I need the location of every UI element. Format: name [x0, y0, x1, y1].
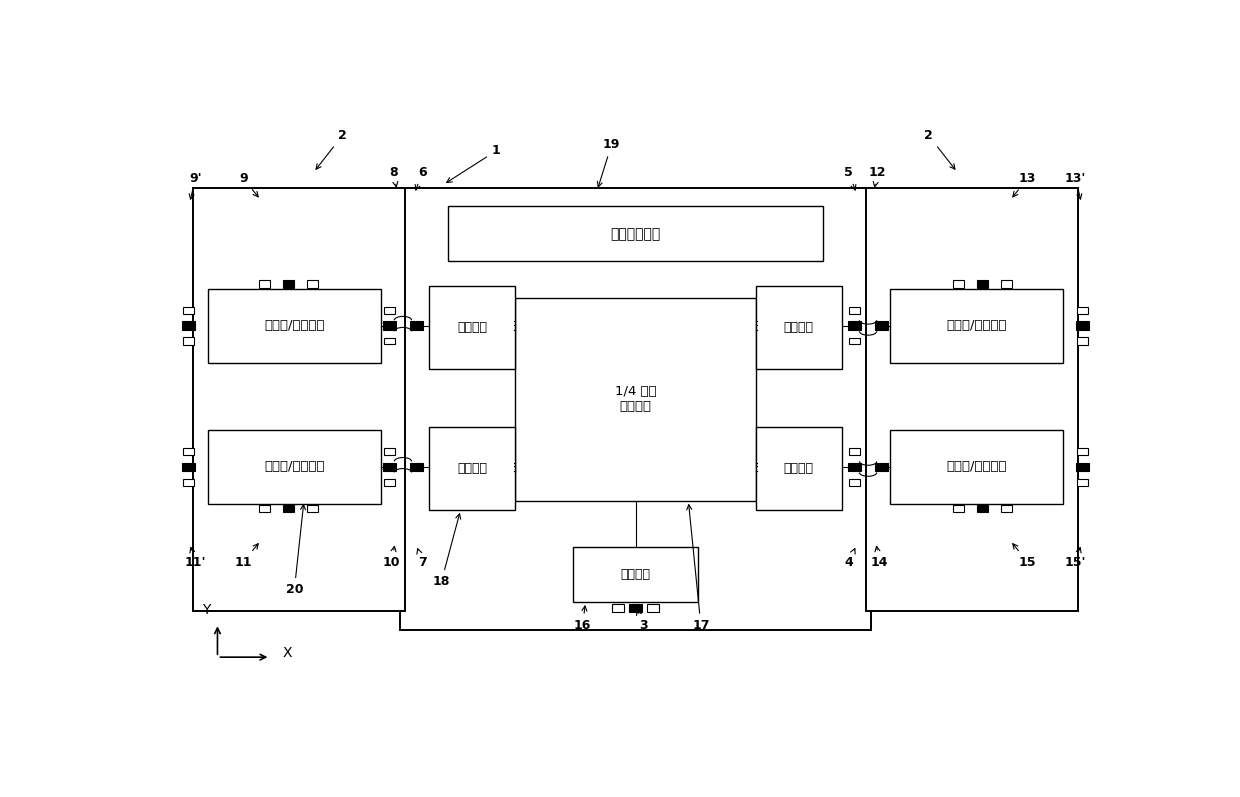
Text: 9: 9 [239, 172, 258, 197]
Bar [874, 462, 888, 471]
Bar [1001, 505, 1012, 512]
Text: 11': 11' [185, 548, 206, 568]
Bar [448, 206, 823, 261]
Bar [182, 478, 195, 486]
Bar [283, 505, 294, 512]
Text: 20: 20 [285, 505, 305, 596]
Text: 13: 13 [1013, 172, 1037, 197]
Bar [383, 462, 397, 471]
Bar [1075, 462, 1089, 471]
Text: 13': 13' [1065, 172, 1086, 199]
Bar [401, 188, 870, 630]
Bar [890, 430, 1063, 504]
Bar [977, 505, 988, 512]
Text: 15': 15' [1065, 548, 1086, 568]
Text: 6: 6 [415, 166, 427, 190]
Bar [1076, 337, 1089, 345]
Text: 12: 12 [869, 166, 887, 186]
Bar [952, 505, 965, 512]
Text: 低噪声/功率放大: 低噪声/功率放大 [264, 320, 325, 332]
Text: 10: 10 [383, 547, 401, 568]
Bar [306, 281, 319, 288]
Bar [384, 338, 394, 344]
Bar [647, 604, 658, 612]
Bar [1075, 321, 1089, 330]
Text: 幅相调制: 幅相调制 [784, 321, 813, 334]
Bar [848, 462, 862, 471]
Text: 增益补偿: 增益补偿 [620, 567, 651, 581]
Text: 低噪声/功率放大: 低噪声/功率放大 [946, 320, 1007, 332]
Text: 14: 14 [870, 547, 888, 568]
Bar [182, 337, 195, 345]
Bar [874, 321, 888, 330]
Text: 17: 17 [687, 505, 709, 632]
Text: 8: 8 [389, 166, 398, 186]
Text: 低噪声/功率放大: 低噪声/功率放大 [264, 461, 325, 473]
Bar [182, 448, 195, 455]
Text: 4: 4 [844, 548, 856, 568]
Text: 1: 1 [446, 144, 501, 183]
Text: 15: 15 [1013, 544, 1037, 568]
Text: 2: 2 [316, 129, 347, 169]
Text: 2: 2 [924, 129, 955, 169]
Bar [429, 286, 516, 369]
Bar [429, 427, 516, 510]
Text: 数字功能单元: 数字功能单元 [610, 226, 661, 241]
Bar [383, 321, 397, 330]
Bar [613, 604, 624, 612]
Bar [384, 479, 394, 485]
Bar [755, 286, 842, 369]
Bar [849, 448, 859, 455]
Bar [629, 604, 642, 612]
Text: 7: 7 [417, 548, 427, 568]
Bar [384, 448, 394, 455]
Text: 5: 5 [844, 166, 856, 190]
Bar [1001, 281, 1012, 288]
Bar [755, 427, 842, 510]
Bar [409, 321, 423, 330]
Bar [409, 462, 423, 471]
Text: 1/4 波束
形成网络: 1/4 波束 形成网络 [615, 386, 656, 414]
Text: 16: 16 [574, 606, 591, 632]
Bar [516, 298, 755, 501]
Text: 3: 3 [636, 610, 647, 632]
Bar [182, 307, 195, 314]
Text: 11: 11 [234, 544, 258, 568]
Bar [259, 281, 270, 288]
Text: Y: Y [202, 603, 210, 617]
Bar [182, 321, 196, 330]
Text: 幅相调制: 幅相调制 [784, 462, 813, 475]
Text: X: X [283, 646, 293, 660]
Bar [259, 505, 270, 512]
Bar [866, 188, 1078, 611]
Bar [1076, 478, 1089, 486]
Bar [890, 289, 1063, 363]
Bar [283, 281, 294, 288]
Bar [1076, 448, 1089, 455]
Bar [182, 462, 196, 471]
Bar [1076, 307, 1089, 314]
Bar [849, 479, 859, 485]
Bar [193, 188, 404, 611]
Bar [306, 505, 319, 512]
Text: 18: 18 [433, 514, 461, 588]
Bar [952, 281, 965, 288]
Bar [208, 289, 381, 363]
Text: 低噪声/功率放大: 低噪声/功率放大 [946, 461, 1007, 473]
Text: 幅相调制: 幅相调制 [458, 321, 487, 334]
Bar [849, 338, 859, 344]
Bar [849, 307, 859, 314]
Bar [208, 430, 381, 504]
Bar [848, 321, 862, 330]
Bar [384, 307, 394, 314]
Bar [573, 547, 698, 602]
Text: 19: 19 [598, 138, 620, 187]
Text: 幅相调制: 幅相调制 [458, 462, 487, 475]
Text: 9': 9' [188, 172, 202, 199]
Bar [977, 281, 988, 288]
